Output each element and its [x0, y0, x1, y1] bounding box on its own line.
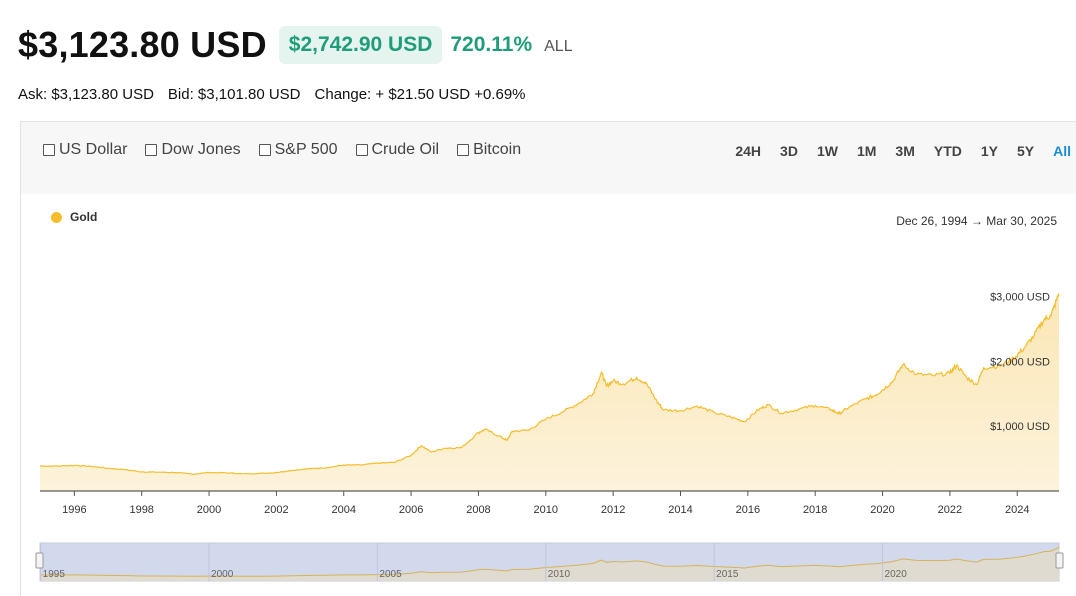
- legend-label: Gold: [70, 210, 98, 224]
- range-label: ALL: [544, 38, 573, 55]
- compare-options: US Dollar Dow Jones S&P 500 Crude Oil Bi…: [43, 141, 521, 159]
- checkbox-icon[interactable]: [355, 144, 368, 156]
- legend-marker: [51, 211, 62, 223]
- change-amount-badge: $2,742.90 USD: [278, 26, 443, 64]
- daily-change: Change: + $21.50 USD +0.69%: [314, 86, 526, 103]
- navigator-area: [40, 547, 1059, 581]
- x-tick-label: 2008: [466, 504, 490, 516]
- x-tick-label: 2002: [264, 504, 288, 516]
- compare-crude-oil[interactable]: Crude Oil: [355, 141, 440, 159]
- price-header: $3,123.80 USD $2,742.90 USD 720.11% ALL: [18, 24, 573, 66]
- change-percent: 720.11%: [450, 33, 533, 56]
- y-tick-label: $3,000 USD: [990, 291, 1050, 303]
- time-range-selector: 24H 3D 1W 1M 3M YTD 1Y 5Y All: [735, 143, 1071, 159]
- current-price: $3,123.80 USD: [18, 24, 267, 65]
- x-tick-label: 2022: [938, 504, 962, 516]
- range-3d-button[interactable]: 3D: [780, 143, 798, 159]
- gold-area-fill: [40, 293, 1059, 491]
- range-ytd-button[interactable]: YTD: [933, 143, 962, 159]
- x-tick-label: 2010: [534, 504, 558, 516]
- navigator-label: 2015: [716, 569, 739, 580]
- chart-panel: US Dollar Dow Jones S&P 500 Crude Oil Bi…: [20, 121, 1076, 596]
- x-tick-label: 2020: [870, 504, 894, 516]
- navigator-label: 2005: [379, 569, 402, 580]
- quote-line: Ask: $3,123.80 USD Bid: $3,101.80 USD Ch…: [18, 86, 526, 103]
- range-24h-button[interactable]: 24H: [735, 143, 762, 159]
- range-1y-button[interactable]: 1Y: [980, 143, 998, 159]
- x-tick-label: 1998: [129, 504, 153, 516]
- x-tick-label: 2018: [803, 504, 827, 516]
- navigator-handle-left[interactable]: [35, 552, 44, 569]
- checkbox-icon[interactable]: [43, 144, 55, 156]
- range-1m-button[interactable]: 1M: [856, 143, 877, 159]
- compare-label: Dow Jones: [161, 141, 241, 158]
- date-range-display: Dec 26, 1994 → Mar 30, 2025: [896, 214, 1057, 228]
- y-tick-label: $1,000 USD: [990, 421, 1050, 433]
- compare-dow-jones[interactable]: Dow Jones: [145, 141, 241, 159]
- x-tick-label: 2004: [332, 504, 356, 516]
- x-tick-label: 2024: [1005, 504, 1029, 516]
- x-tick-label: 2006: [399, 504, 423, 516]
- navigator-label: 1995: [43, 569, 66, 580]
- chart-legend[interactable]: Gold: [51, 210, 97, 224]
- x-tick-label: 1996: [62, 504, 86, 516]
- navigator-label: 2000: [211, 569, 234, 580]
- checkbox-icon[interactable]: [145, 144, 158, 156]
- navigator-line: [40, 547, 1060, 577]
- range-3m-button[interactable]: 3M: [895, 143, 915, 159]
- x-tick-label: 2014: [668, 504, 692, 516]
- ask-price: Ask: $3,123.80 USD: [18, 86, 154, 103]
- range-5y-button[interactable]: 5Y: [1016, 143, 1035, 159]
- range-all-button[interactable]: All: [1053, 143, 1071, 159]
- compare-label: S&P 500: [274, 141, 338, 158]
- checkbox-icon[interactable]: [457, 144, 470, 156]
- compare-bitcoin[interactable]: Bitcoin: [457, 141, 521, 159]
- x-tick-label: 2012: [601, 504, 625, 516]
- date-end: Mar 30, 2025: [986, 214, 1057, 228]
- y-tick-label: $2,000 USD: [990, 356, 1050, 368]
- navigator-label: 2010: [548, 569, 571, 580]
- range-1w-button[interactable]: 1W: [816, 143, 838, 159]
- x-tick-label: 2000: [197, 504, 221, 516]
- compare-label: US Dollar: [59, 141, 128, 158]
- date-start: Dec 26, 1994: [896, 214, 968, 228]
- compare-us-dollar[interactable]: US Dollar: [43, 141, 127, 159]
- compare-label: Crude Oil: [371, 141, 440, 158]
- compare-sp500[interactable]: S&P 500: [258, 141, 338, 159]
- navigator-handle-right[interactable]: [1055, 552, 1064, 569]
- checkbox-icon[interactable]: [258, 144, 271, 156]
- bid-price: Bid: $3,101.80 USD: [167, 86, 301, 103]
- chart-toolbar: US Dollar Dow Jones S&P 500 Crude Oil Bi…: [21, 122, 1076, 194]
- gold-series-line[interactable]: [40, 293, 1060, 476]
- x-tick-label: 2016: [736, 504, 760, 516]
- compare-label: Bitcoin: [473, 141, 522, 158]
- arrow-right-icon: →: [970, 214, 983, 228]
- navigator-label: 2020: [885, 569, 908, 580]
